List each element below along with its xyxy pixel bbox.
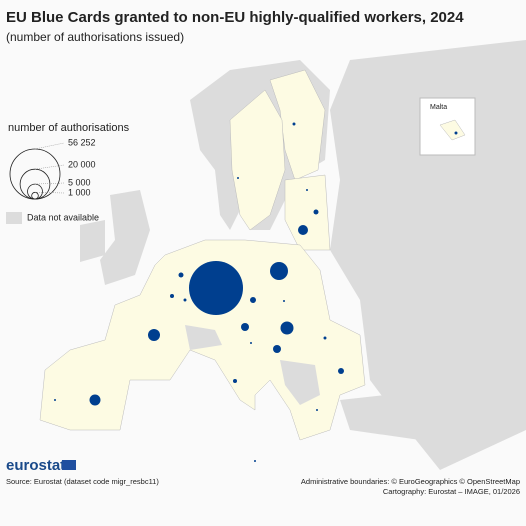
bubble — [249, 341, 253, 345]
bubble — [270, 262, 288, 280]
non-eu-land — [330, 40, 526, 470]
bubble — [273, 345, 281, 353]
no-data-swatch — [6, 212, 22, 224]
legend-label: 1 000 — [68, 187, 91, 197]
legend-circle — [31, 191, 39, 200]
legend-label: 5 000 — [68, 177, 91, 187]
malta — [439, 119, 466, 141]
bubble — [305, 188, 309, 192]
legend-circle — [27, 183, 43, 200]
legend-label: 20 000 — [68, 159, 96, 169]
subtitle: (number of authorisations issued) — [6, 30, 184, 44]
bubbles — [53, 122, 458, 463]
boundaries: Administrative boundaries: © EuroGeograp… — [301, 477, 520, 486]
bubble — [253, 459, 257, 463]
bubble — [292, 122, 296, 126]
turkey — [340, 390, 470, 440]
baltics — [284, 174, 331, 251]
switzerland — [185, 325, 222, 350]
legend-leader — [34, 142, 65, 150]
legend-title: number of authorisations — [8, 122, 130, 134]
bubble — [282, 299, 286, 303]
legend-label: 56 252 — [68, 137, 96, 147]
bubble — [280, 321, 294, 335]
eu-flag — [62, 460, 76, 470]
legend-leader — [34, 192, 65, 194]
bubble — [250, 297, 256, 303]
finland — [269, 69, 326, 181]
legend-circle — [9, 148, 61, 200]
source: Source: Eurostat (dataset code migr_resb… — [6, 477, 159, 486]
bubble — [89, 394, 101, 406]
bubble — [232, 378, 238, 384]
bubble — [189, 261, 243, 315]
bubble — [315, 408, 319, 412]
legend-leader — [34, 164, 65, 170]
bubble — [178, 272, 184, 278]
bubble — [454, 131, 458, 135]
bubble — [236, 176, 240, 180]
no-data-label: Data not available — [27, 212, 99, 222]
bubble — [169, 293, 175, 299]
bubble — [323, 336, 327, 340]
sweden — [229, 89, 286, 231]
logo: eurostat — [6, 457, 65, 474]
western-balkans — [280, 360, 320, 405]
cartography: Cartography: Eurostat – IMAGE, 01/2026 — [383, 487, 520, 496]
bubble — [147, 328, 161, 342]
bubble — [53, 398, 57, 402]
ireland — [80, 220, 105, 262]
bubble — [313, 209, 319, 215]
bubble — [183, 298, 187, 302]
legend-leader — [34, 182, 65, 185]
inset-label: Malta — [430, 104, 447, 111]
title: EU Blue Cards granted to non-EU highly-q… — [6, 9, 464, 26]
bubble — [297, 224, 309, 236]
bubble — [338, 368, 344, 374]
uk — [100, 190, 150, 285]
land — [39, 40, 526, 470]
bubble — [241, 323, 249, 331]
